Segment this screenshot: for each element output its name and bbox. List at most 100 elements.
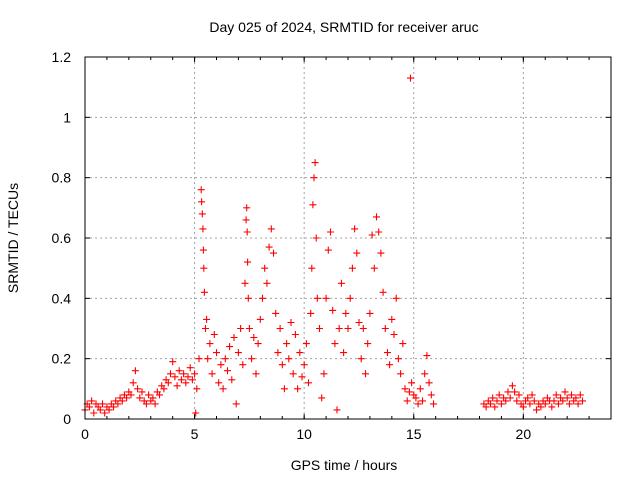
data-point [313, 294, 321, 302]
data-point [171, 373, 179, 381]
data-point [206, 340, 214, 348]
data-point [344, 325, 352, 332]
data-point [200, 264, 208, 272]
data-point [129, 379, 137, 387]
data-point [563, 394, 571, 402]
data-point [85, 403, 93, 411]
data-point [513, 397, 521, 405]
data-point [270, 249, 277, 257]
data-point [390, 331, 398, 338]
data-point [515, 391, 523, 399]
data-point [305, 379, 312, 387]
data-point [88, 397, 96, 405]
data-point [221, 355, 229, 363]
data-point [559, 397, 567, 405]
data-point [502, 397, 510, 405]
data-point [203, 315, 211, 323]
data-point [561, 388, 569, 396]
data-point [250, 334, 258, 341]
data-point [217, 361, 225, 369]
data-point [397, 370, 405, 378]
data-point [131, 367, 139, 375]
x-tick-label: 10 [296, 426, 312, 442]
data-point [506, 394, 514, 402]
data-point [213, 349, 220, 357]
data-point [243, 228, 251, 236]
data-point [541, 400, 549, 408]
data-point [287, 319, 295, 326]
data-point [173, 382, 181, 390]
data-point [96, 406, 104, 414]
data-point [572, 394, 580, 402]
data-point [355, 319, 363, 326]
data-point [377, 249, 385, 257]
data-point [368, 231, 376, 239]
data-point [215, 379, 223, 387]
data-point [427, 391, 435, 399]
data-point [274, 349, 282, 357]
data-point [145, 391, 153, 399]
data-point [364, 340, 372, 348]
data-point [353, 249, 361, 257]
data-point [487, 400, 494, 408]
data-point [576, 391, 584, 399]
data-point [430, 400, 437, 408]
data-point [244, 294, 252, 302]
data-point [90, 409, 98, 417]
data-point [394, 355, 402, 363]
data-point [267, 225, 275, 233]
data-point [524, 394, 532, 402]
data-point [425, 379, 433, 387]
x-tick-label: 15 [406, 426, 422, 442]
data-point [156, 391, 163, 399]
data-point [419, 397, 426, 405]
data-point [357, 355, 365, 363]
data-point [99, 400, 106, 408]
data-point [379, 288, 387, 296]
data-point [579, 397, 586, 405]
data-point [188, 376, 196, 384]
data-point [110, 403, 117, 411]
data-point [198, 198, 206, 206]
data-point [254, 340, 262, 348]
data-point [177, 376, 185, 384]
data-point [256, 315, 264, 323]
data-point [283, 340, 291, 348]
data-point [327, 228, 334, 236]
data-point [198, 210, 206, 218]
data-point [208, 370, 216, 378]
data-point [533, 406, 540, 414]
data-point [308, 264, 316, 272]
data-point [259, 294, 266, 302]
data-point [324, 246, 332, 254]
data-point [204, 355, 212, 363]
data-point [316, 325, 323, 332]
data-point [272, 309, 280, 317]
data-point [565, 400, 573, 408]
data-point [186, 364, 194, 372]
data-point [384, 349, 391, 357]
data-point [318, 394, 326, 402]
data-point [142, 400, 150, 408]
plot-frame [84, 56, 612, 420]
data-point [370, 264, 378, 272]
data-point [234, 349, 242, 357]
data-point [232, 400, 240, 408]
data-point [123, 394, 131, 402]
data-point [230, 334, 238, 341]
data-point [245, 325, 253, 332]
data-point [310, 174, 318, 182]
data-point [202, 325, 209, 332]
data-point [416, 385, 424, 393]
data-point [403, 397, 411, 405]
data-point [191, 370, 199, 378]
data-point [149, 394, 157, 402]
y-tick-label: 0.8 [52, 170, 72, 186]
data-point [335, 325, 343, 332]
y-tick-label: 1.2 [52, 49, 72, 65]
data-point [127, 391, 135, 399]
data-point [200, 288, 208, 296]
data-point [375, 228, 383, 236]
data-point [228, 376, 236, 384]
data-point [296, 349, 304, 357]
